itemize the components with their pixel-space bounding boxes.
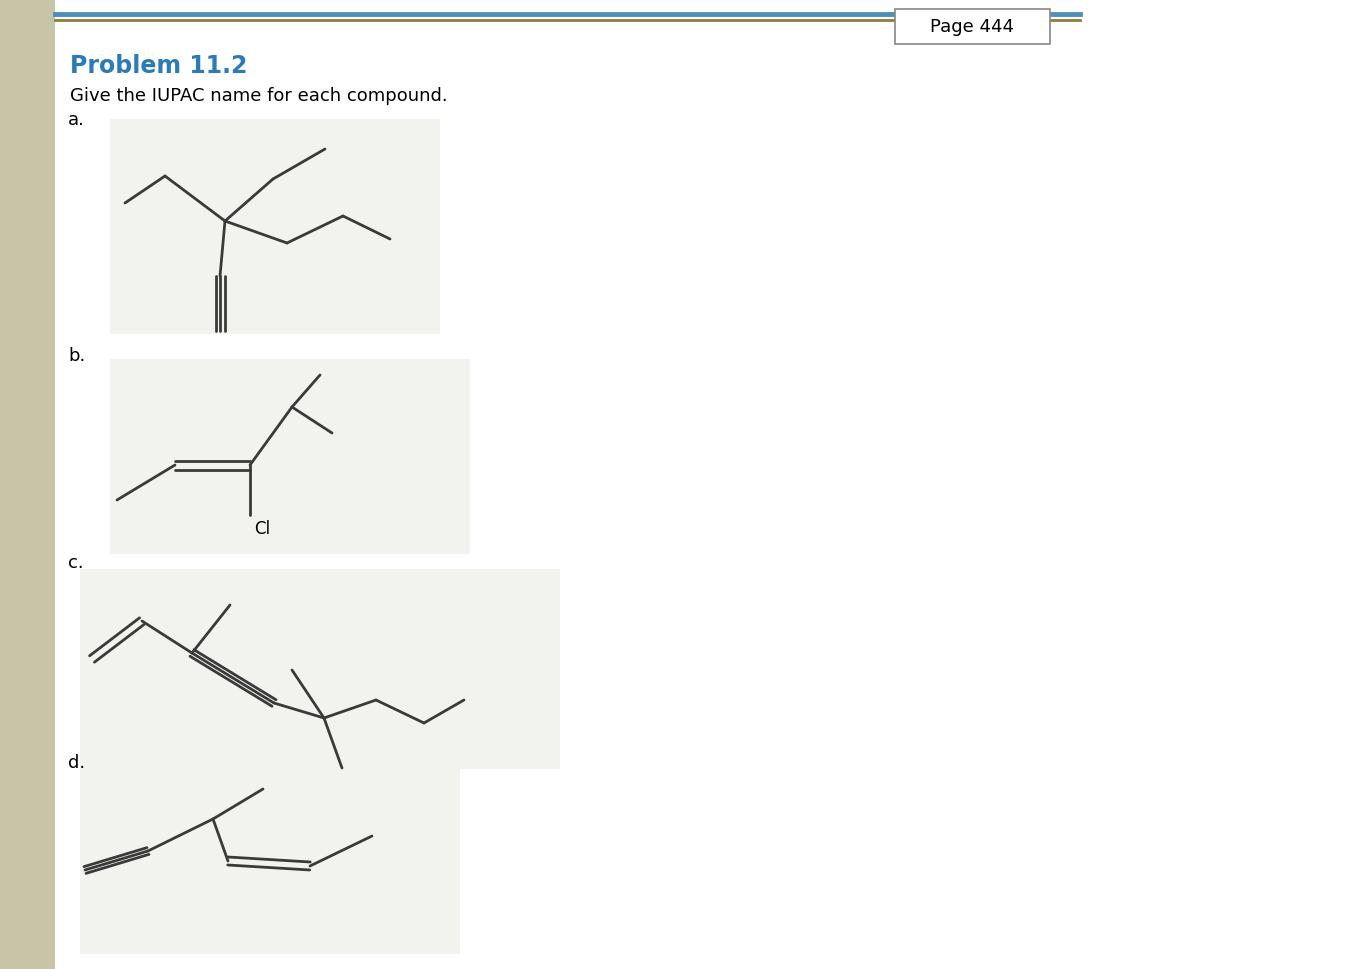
Text: c.: c. (68, 554, 83, 572)
Bar (0, 0, 55, 969)
Text: Problem 11.2: Problem 11.2 (70, 54, 247, 78)
Text: Give the IUPAC name for each compound.: Give the IUPAC name for each compound. (70, 87, 447, 105)
Text: d.: d. (68, 754, 85, 772)
Bar (81, 569, 560, 769)
Text: Page 444: Page 444 (930, 18, 1014, 36)
Bar (895, 9, 1050, 44)
Text: b.: b. (68, 347, 85, 365)
Bar (81, 769, 461, 954)
Bar (109, 119, 440, 334)
Text: Cl: Cl (254, 520, 271, 538)
Text: a.: a. (68, 111, 85, 129)
Bar (109, 359, 470, 554)
